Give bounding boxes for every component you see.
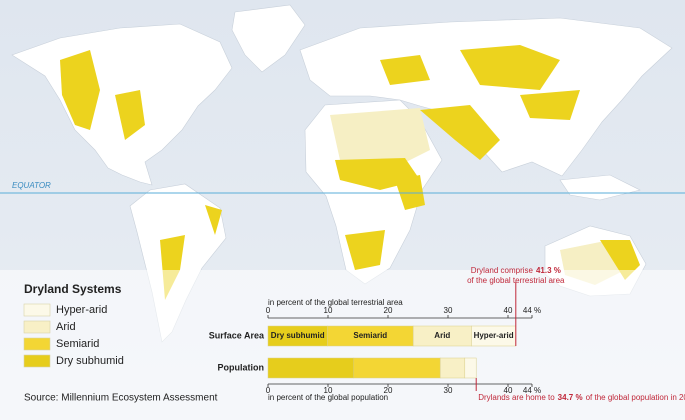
segment-label: Dry subhumid xyxy=(271,331,325,340)
bar-segment xyxy=(464,357,477,379)
tick-label: 30 xyxy=(444,386,453,395)
tick-label: 40 xyxy=(504,386,513,395)
tick-label: 20 xyxy=(384,386,393,395)
category-label: Surface Area xyxy=(209,330,265,340)
annotation: Drylands are home to 34.7 % of the global … xyxy=(478,393,685,402)
annotation: Dryland comprise 41.3 % xyxy=(471,266,561,275)
tick-label: 44 % xyxy=(523,386,541,395)
annotation-text: Drylands are home to xyxy=(478,393,555,402)
source: Source: Millennium Ecosystem Assessment xyxy=(24,393,218,404)
tick-label: 30 xyxy=(444,306,453,315)
legend-title: Dryland Systems xyxy=(24,282,122,296)
equator-label: EQUATOR xyxy=(12,181,51,190)
bar-segment xyxy=(439,357,466,379)
legend-swatch xyxy=(23,303,51,317)
legend-swatch xyxy=(23,320,51,334)
annotation-value: 34.7 % xyxy=(558,393,583,402)
axis-label: in percent of the global terrestrial are… xyxy=(268,298,403,307)
axis-label: in percent of the global population xyxy=(268,393,388,402)
category-label: Population xyxy=(218,362,265,372)
chart: Hyper-arid Arid Semiarid Dry subhumid in per… xyxy=(23,266,685,402)
annotation-text: Dryland comprise xyxy=(471,266,534,275)
legend-swatch xyxy=(23,337,51,351)
legend-swatch xyxy=(23,354,51,368)
annotation-text: of the global population in 2000 xyxy=(586,393,685,402)
tick-label: 10 xyxy=(324,306,333,315)
tick-label: 40 xyxy=(504,306,513,315)
legend-label: Dry subhumid xyxy=(56,355,124,367)
annotation-value: 41.3 % xyxy=(536,266,561,275)
segment-label: Arid xyxy=(434,331,450,340)
dryland-areas xyxy=(60,45,640,300)
tick-label: 0 xyxy=(266,306,271,315)
tick-label: 44 % xyxy=(523,306,541,315)
legend-label: Arid xyxy=(56,321,76,333)
tick-label: 10 xyxy=(324,386,333,395)
bar-segment xyxy=(267,357,355,379)
segment-label: Semiarid xyxy=(353,331,387,340)
annotation-text: of the global terrestrial area xyxy=(467,276,565,285)
legend-label: Hyper-arid xyxy=(56,304,107,316)
tick-label: 20 xyxy=(384,306,393,315)
bar-segment xyxy=(353,357,441,379)
segment-label: Hyper-arid xyxy=(474,331,514,340)
legend-label: Semiarid xyxy=(56,338,99,350)
tick-label: 0 xyxy=(266,386,271,395)
